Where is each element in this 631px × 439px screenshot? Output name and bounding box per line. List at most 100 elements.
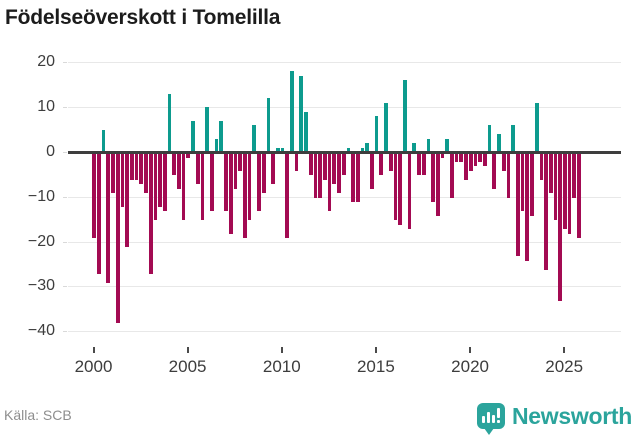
y-tick-label: 10 [37, 98, 55, 116]
bar-2009-q3 [271, 153, 275, 185]
bar-2014-q3 [365, 143, 370, 152]
bar-2017-q3 [421, 153, 426, 176]
bar-2003-q4 [162, 153, 167, 212]
bar-2016-q1 [393, 153, 398, 221]
y-tick-label: 20 [37, 53, 55, 71]
bar-2020-q2 [473, 153, 478, 167]
bar-2012-q2 [322, 153, 327, 180]
bar-2006-q4 [219, 120, 224, 152]
y-axis-tick [63, 241, 67, 243]
bar-2003-q2 [153, 153, 158, 221]
bar-2015-q1 [374, 116, 379, 152]
bar-2006-q1 [205, 107, 210, 152]
bar-2017-q2 [417, 153, 421, 176]
bar-2022-q2 [511, 125, 515, 152]
bar-2016-q3 [403, 80, 407, 152]
y-axis-tick [63, 331, 67, 333]
newsworthy-logo[interactable]: Newsworthy [477, 399, 631, 435]
bar-2020-q4 [483, 153, 487, 167]
bar-2013-q3 [346, 147, 351, 152]
bar-2002-q4 [144, 153, 148, 194]
bar-2010-q3 [290, 71, 294, 152]
bar-2025-q4 [577, 153, 581, 239]
bar-2012-q1 [318, 153, 322, 198]
bar-2005-q4 [200, 153, 205, 221]
bar-2015-q4 [388, 153, 393, 171]
bar-2010-q2 [285, 153, 290, 239]
bar-2012-q4 [332, 153, 337, 185]
y-tick-label: −10 [27, 187, 55, 205]
bar-2013-q2 [341, 153, 346, 176]
bar-2001-q1 [111, 153, 115, 194]
x-axis-tick [374, 347, 377, 353]
bar-2005-q1 [186, 153, 191, 158]
x-tick-label: 2020 [451, 357, 489, 376]
bar-2021-q1 [487, 125, 492, 152]
y-gridline [68, 331, 621, 333]
bar-2025-q1 [563, 153, 567, 230]
bar-2017-q1 [412, 143, 417, 152]
x-axis-tick [92, 347, 95, 353]
bar-2011-q3 [308, 153, 313, 176]
bar-2014-q2 [360, 147, 365, 152]
y-axis-tick [63, 152, 67, 153]
bar-2014-q1 [355, 153, 360, 203]
bar-2008-q1 [242, 153, 247, 239]
x-axis-tick [563, 347, 566, 353]
bar-2007-q2 [228, 153, 233, 234]
bar-2025-q3 [572, 153, 577, 198]
bar-2010-q4 [294, 153, 299, 171]
bar-2022-q3 [515, 153, 520, 256]
bar-2001-q3 [120, 153, 125, 207]
source-label: Källa: SCB [4, 407, 72, 423]
bar-2000-q3 [101, 129, 106, 152]
bar-2019-q1 [450, 153, 454, 198]
bar-2004-q4 [181, 153, 186, 221]
bar-2001-q2 [115, 153, 120, 324]
bar-2009-q4 [275, 147, 280, 152]
bar-2024-q2 [548, 153, 553, 194]
bar-2000-q2 [97, 153, 101, 274]
bar-2007-q1 [224, 153, 228, 212]
bar-2021-q3 [497, 134, 501, 152]
y-tick-label: 0 [46, 143, 55, 160]
bar-2006-q2 [210, 153, 214, 212]
bar-2005-q2 [191, 120, 195, 152]
bar-2020-q1 [468, 153, 473, 171]
newsworthy-logo-icon [477, 403, 505, 435]
chart-title: Födelseöverskott i Tomelilla [5, 6, 281, 29]
bar-2021-q2 [492, 153, 497, 189]
y-axis-tick [63, 286, 67, 288]
bar-2007-q3 [233, 153, 238, 189]
bar-2000-q4 [106, 153, 111, 283]
x-axis-tick [280, 347, 283, 353]
bar-2009-q1 [261, 153, 266, 194]
x-tick-label: 2015 [356, 357, 395, 376]
bar-2019-q4 [464, 153, 468, 180]
x-axis-tick [469, 347, 472, 353]
bar-2019-q2 [454, 153, 459, 162]
bar-2007-q4 [238, 153, 242, 171]
bar-2009-q2 [266, 98, 271, 152]
bar-2008-q4 [257, 153, 261, 212]
bar-2012-q3 [327, 153, 332, 212]
y-axis-tick [63, 196, 67, 198]
zero-axis-line [68, 151, 621, 154]
bar-2011-q4 [313, 153, 318, 198]
bar-2023-q2 [530, 153, 534, 216]
bar-2002-q2 [134, 153, 139, 180]
newsworthy-wordmark: Newsworthy [512, 402, 631, 429]
x-tick-label: 2000 [74, 357, 113, 376]
bar-2024-q3 [553, 153, 558, 221]
bar-2006-q3 [214, 138, 219, 152]
bar-2018-q3 [440, 153, 445, 158]
bar-2010-q1 [280, 147, 285, 152]
x-axis-tick [186, 347, 189, 353]
bar-2013-q1 [337, 153, 341, 194]
bar-2011-q2 [304, 111, 308, 152]
bar-2003-q3 [158, 153, 162, 207]
y-tick-label: −30 [27, 277, 55, 295]
y-axis-tick [63, 62, 67, 64]
bar-2003-q1 [148, 153, 153, 274]
